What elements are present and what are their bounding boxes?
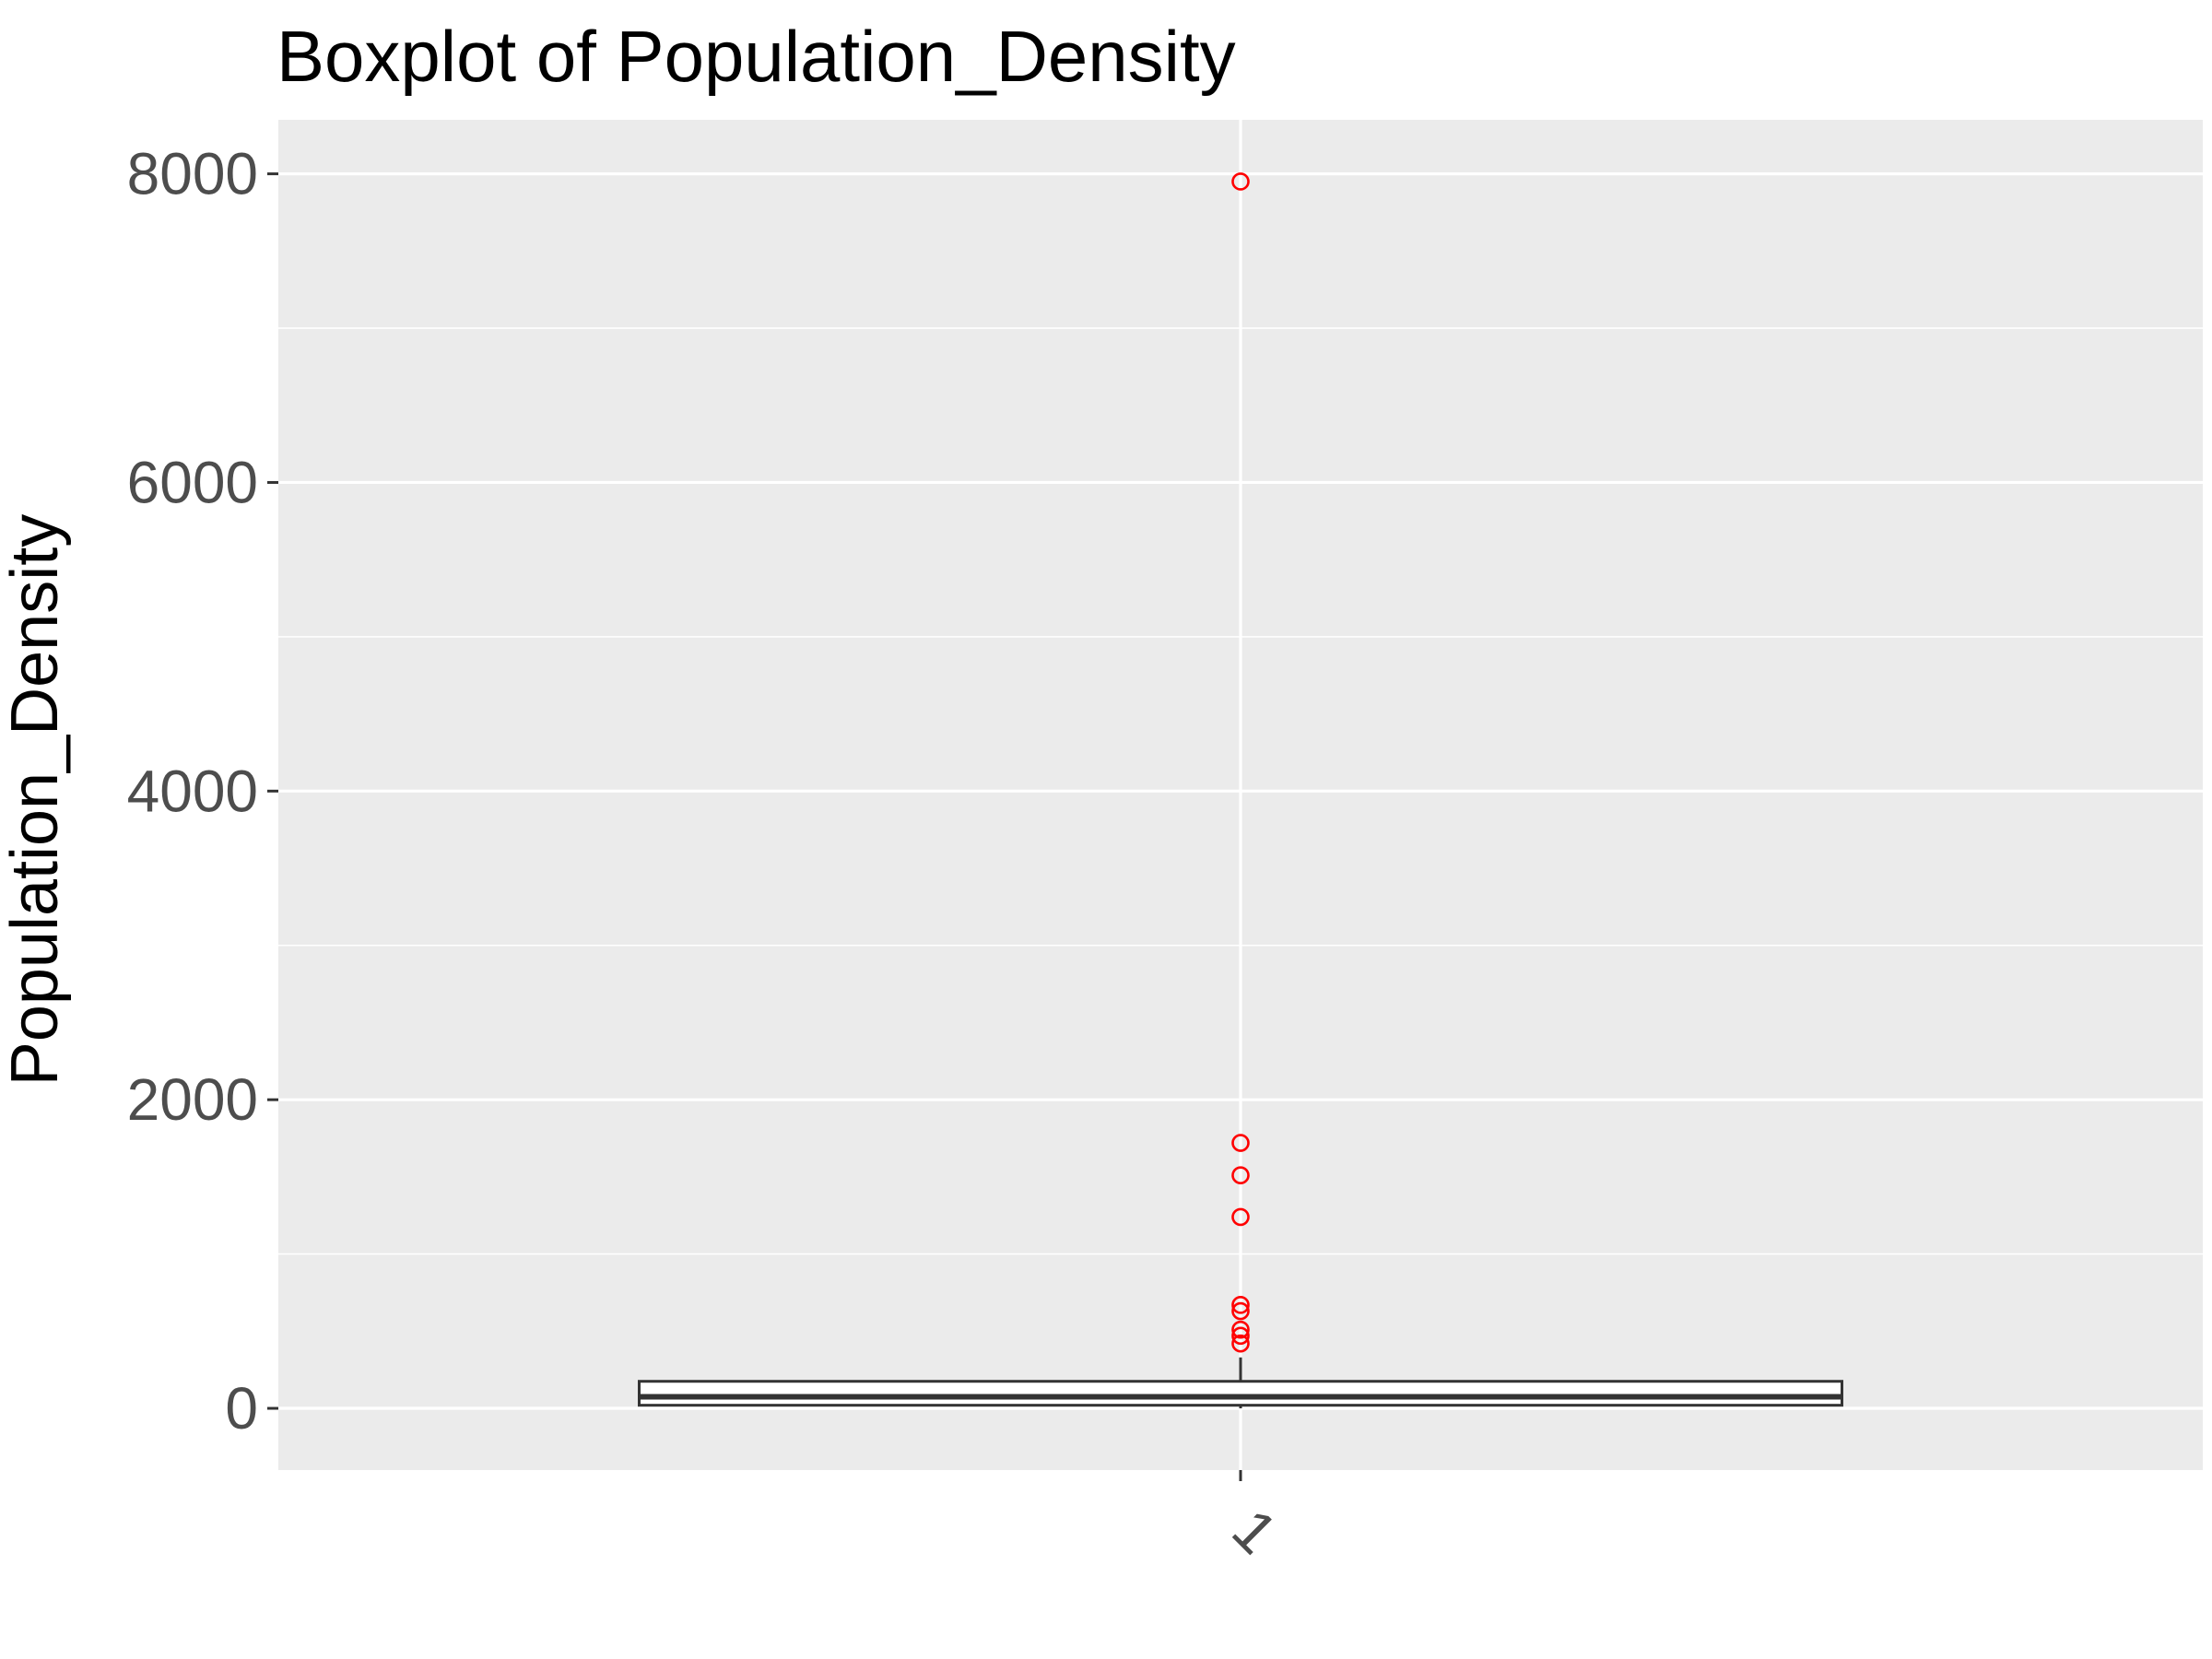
chart-title: Boxplot of Population_Density [276, 16, 1236, 97]
grid-lines [278, 120, 2203, 1470]
outlier-point [1231, 1301, 1250, 1321]
x-axis-ticks: 1 [1220, 1470, 1290, 1566]
y-tick-label: 6000 [127, 449, 258, 515]
x-tick-label: 1 [1220, 1496, 1290, 1566]
box [638, 1380, 1843, 1407]
outlier-point [1231, 1296, 1250, 1314]
outlier-point [1231, 1334, 1250, 1353]
y-tick-label: 4000 [127, 758, 258, 824]
y-axis-label: Population_Density [0, 514, 72, 1086]
outlier-points [1231, 172, 1250, 1353]
outlier-point [1231, 1207, 1250, 1227]
y-tick-label: 8000 [127, 141, 258, 207]
outlier-point [1231, 1320, 1250, 1339]
y-tick-label: 2000 [127, 1066, 258, 1133]
y-tick-label: 0 [225, 1375, 258, 1441]
box-marks [638, 1357, 1843, 1409]
outlier-point [1231, 1326, 1250, 1346]
outlier-point [1231, 1166, 1250, 1185]
outlier-point [1231, 172, 1250, 191]
outlier-point [1231, 1134, 1250, 1152]
y-axis-ticks: 0 2000 4000 6000 8000 [127, 141, 278, 1441]
